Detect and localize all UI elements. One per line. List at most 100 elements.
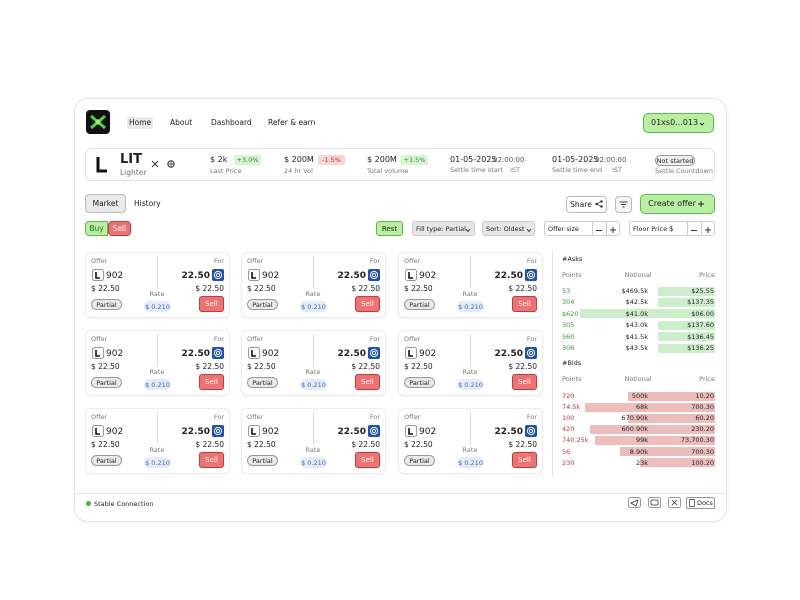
rate-pill — [457, 379, 484, 390]
row-price: $137.60 — [687, 321, 714, 330]
settle-tz: IST — [510, 166, 521, 174]
wallet-button[interactable] — [643, 113, 714, 133]
rate-label: Rate — [462, 290, 478, 298]
usdc-icon-svg — [525, 269, 537, 281]
tab-active[interactable] — [85, 194, 126, 213]
offer-label: Offer — [404, 413, 421, 421]
token-icon-svg — [248, 425, 260, 437]
offer-card[interactable] — [85, 330, 230, 396]
offer-size-minus[interactable] — [592, 221, 606, 236]
row-notional: $43.5k — [625, 344, 648, 352]
social-icon[interactable] — [628, 497, 641, 508]
column-header: Points — [562, 271, 582, 279]
offer-size-plus[interactable] — [606, 221, 620, 236]
minus-icon-svg — [596, 230, 602, 231]
sort-select[interactable] — [482, 221, 535, 236]
docs-button[interactable] — [686, 497, 715, 509]
card-divider — [157, 334, 158, 367]
token-icon-svg — [405, 425, 417, 437]
token-icon-svg — [405, 269, 417, 281]
sell-button[interactable] — [199, 374, 224, 390]
offer-price: $ 22.50 — [247, 440, 276, 449]
sell-button-label: Sell — [518, 300, 531, 308]
offer-card[interactable] — [85, 408, 230, 474]
rest-button[interactable] — [376, 221, 403, 236]
depth-bar — [585, 402, 715, 412]
for-price: $ 22.50 — [508, 284, 537, 293]
buy-toggle[interactable] — [85, 221, 108, 236]
offer-amount: 902 — [106, 348, 124, 359]
rest-label: Rest — [381, 224, 398, 233]
create-offer-button[interactable] — [640, 194, 715, 214]
card-divider — [313, 256, 314, 289]
sell-button-label: Sell — [518, 456, 531, 464]
share-button[interactable] — [566, 196, 607, 213]
footer-rule — [75, 493, 726, 494]
sell-button[interactable] — [512, 452, 537, 468]
stat-change: +3.0% — [236, 156, 259, 164]
row-notional: $41.5k — [625, 332, 648, 341]
offer-card[interactable] — [398, 252, 543, 318]
ticker-bar — [85, 148, 715, 181]
fill-select[interactable] — [412, 221, 475, 236]
usdc-icon-svg — [212, 425, 224, 437]
floor-minus[interactable] — [687, 221, 701, 236]
row-price: 700.30 — [691, 403, 714, 412]
sell-button[interactable] — [199, 452, 224, 468]
sell-toggle[interactable] — [108, 221, 131, 236]
offer-card[interactable] — [398, 330, 543, 396]
fill-badge-text: Partial — [409, 456, 430, 465]
for-label: For — [213, 335, 224, 343]
x-icon[interactable] — [151, 160, 159, 168]
sell-button[interactable] — [355, 296, 380, 312]
rate-label: Rate — [305, 446, 321, 454]
row-notional: 670.90k — [621, 414, 648, 423]
for-amount: 22.50 — [337, 426, 366, 437]
offer-card[interactable] — [85, 252, 230, 318]
row-points: 100 — [562, 414, 575, 423]
sell-button-label: Sell — [361, 378, 374, 386]
offer-card[interactable] — [398, 408, 543, 474]
social-icon[interactable] — [668, 497, 681, 508]
depth-bar — [658, 343, 715, 353]
rate-label: Rate — [462, 368, 478, 376]
nav-item: Dashboard — [211, 118, 252, 127]
floor-price-input[interactable] — [629, 221, 715, 236]
column-header: Notional — [624, 375, 652, 383]
nav-item: Refer & earn — [268, 118, 316, 127]
social-icon-svg — [668, 497, 681, 508]
rate-label: Rate — [149, 290, 165, 298]
sell-button[interactable] — [199, 296, 224, 312]
share-icon-svg — [595, 200, 603, 208]
for-label: For — [369, 257, 380, 265]
sell-button-label: Sell — [361, 456, 374, 464]
stat-label: Total volume — [367, 167, 409, 175]
sell-button[interactable] — [355, 452, 380, 468]
row-notional: 23k — [635, 458, 648, 467]
rate-label: Rate — [305, 290, 321, 298]
status-dot — [86, 501, 91, 506]
token-icon-svg — [92, 347, 104, 359]
fill-badge — [91, 377, 122, 388]
sell-button[interactable] — [512, 374, 537, 390]
sell-button[interactable] — [355, 374, 380, 390]
offer-card[interactable] — [241, 408, 386, 474]
row-notional: 68k — [635, 403, 648, 412]
nav-active[interactable] — [127, 117, 153, 129]
offer-card[interactable] — [241, 330, 386, 396]
offer-card[interactable] — [241, 252, 386, 318]
sell-button[interactable] — [512, 296, 537, 312]
floor-plus[interactable] — [701, 221, 715, 236]
sort-label: Sort: Oldest — [486, 224, 525, 233]
plus-icon — [705, 226, 711, 233]
wallet-caret-svg — [699, 122, 705, 126]
sell-button-label: Sell — [205, 378, 218, 386]
social-icon[interactable] — [648, 497, 661, 508]
offer-size-input[interactable] — [544, 221, 620, 236]
minus-icon-svg — [691, 230, 697, 231]
main-card — [74, 98, 727, 522]
token-logo — [95, 155, 109, 173]
offer-label: Offer — [91, 257, 108, 265]
globe-icon[interactable] — [167, 160, 175, 168]
nav-item: About — [170, 118, 193, 127]
